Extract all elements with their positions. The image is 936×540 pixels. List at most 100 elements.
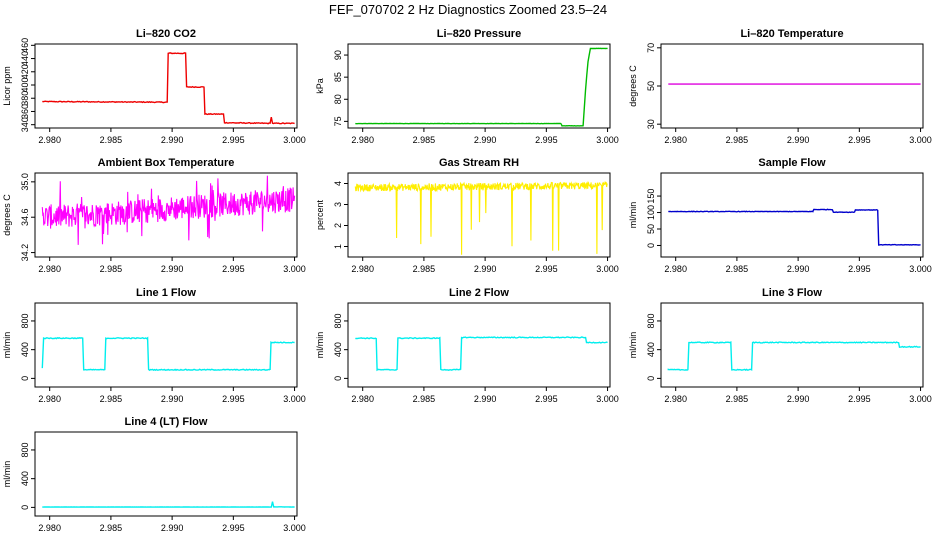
x-tick-label: 2.980 — [38, 523, 61, 533]
chart-panel: Li–820 Temperature 2.980 2.985 2.990 2.995 3.… — [628, 28, 932, 145]
y-tick-label: 80 — [333, 94, 343, 104]
series-line — [667, 341, 921, 371]
x-tick-label: 2.990 — [161, 523, 184, 533]
y-axis-label: ml/min — [628, 202, 638, 229]
x-tick-label: 2.985 — [413, 394, 436, 404]
y-tick-label: 70 — [646, 43, 656, 53]
y-axis-label: ml/min — [628, 332, 638, 359]
x-tick-label: 2.995 — [535, 135, 558, 145]
plot-frame — [34, 43, 298, 129]
chart-panel: Ambient Box Temperature 2.980 2.985 2.990 2.… — [2, 157, 306, 274]
x-tick-label: 3.000 — [283, 264, 306, 274]
y-tick-label: 400 — [20, 77, 30, 92]
x-tick-label: 2.995 — [222, 264, 245, 274]
y-axis-label: kPa — [315, 78, 325, 94]
y-tick-label: 150 — [646, 189, 656, 204]
x-tick-label: 2.995 — [222, 523, 245, 533]
plot-frame — [34, 302, 298, 388]
y-tick-label: 4 — [333, 181, 343, 186]
y-tick-label: 30 — [646, 119, 656, 129]
x-tick-label: 3.000 — [596, 394, 619, 404]
y-tick-label: 400 — [20, 471, 30, 486]
x-tick-label: 2.990 — [474, 264, 497, 274]
chart-panel: Line 4 (LT) Flow 2.980 2.985 2.990 2.995 3.00… — [2, 416, 306, 533]
x-tick-label: 2.995 — [222, 394, 245, 404]
x-tick-label: 2.990 — [787, 394, 810, 404]
y-tick-label: 800 — [20, 442, 30, 457]
y-tick-label: 100 — [646, 205, 656, 220]
chart-panel: Line 1 Flow 2.980 2.985 2.990 2.995 3.000 0 400… — [2, 287, 306, 404]
x-tick-label: 2.985 — [413, 264, 436, 274]
x-tick-label: 3.000 — [909, 135, 932, 145]
x-tick-label: 2.985 — [726, 264, 749, 274]
plot-frame — [660, 43, 924, 129]
series-line — [355, 336, 608, 372]
x-tick-label: 2.985 — [100, 264, 123, 274]
x-tick-label: 2.980 — [38, 135, 61, 145]
series-line — [42, 501, 295, 508]
chart-panel: Sample Flow 2.980 2.985 2.990 2.995 3.000 0 50 1… — [628, 157, 932, 274]
series-line — [355, 47, 608, 127]
y-tick-label: 800 — [646, 313, 656, 328]
chart-panel: Li–820 Pressure 2.980 2.985 2.990 2.995 3.000… — [315, 28, 619, 145]
y-tick-label: 85 — [333, 72, 343, 82]
x-tick-label: 3.000 — [596, 264, 619, 274]
y-tick-label: 380 — [20, 91, 30, 106]
y-tick-label: 340 — [20, 117, 30, 132]
y-tick-label: 50 — [646, 81, 656, 91]
x-tick-label: 2.985 — [100, 135, 123, 145]
y-axis-label: ml/min — [315, 332, 325, 359]
x-tick-label: 2.990 — [161, 394, 184, 404]
x-tick-label: 3.000 — [909, 394, 932, 404]
x-tick-label: 2.980 — [664, 264, 687, 274]
x-tick-label: 2.990 — [161, 135, 184, 145]
x-tick-label: 2.980 — [664, 135, 687, 145]
y-tick-label: 0 — [333, 376, 343, 381]
x-tick-label: 2.990 — [474, 394, 497, 404]
chart-panel: Line 3 Flow 2.980 2.985 2.990 2.995 3.000 0 400… — [628, 287, 932, 404]
x-tick-label: 2.995 — [848, 264, 871, 274]
x-tick-label: 3.000 — [283, 523, 306, 533]
x-tick-label: 2.980 — [38, 394, 61, 404]
chart-panel: Li–820 CO2 2.980 2.985 2.990 2.995 3.000 34036… — [2, 28, 306, 145]
x-tick-label: 2.990 — [787, 264, 810, 274]
x-tick-label: 3.000 — [909, 264, 932, 274]
x-tick-label: 2.980 — [351, 394, 374, 404]
y-tick-label: 800 — [333, 313, 343, 328]
y-axis-label: ml/min — [2, 332, 12, 359]
x-tick-label: 2.995 — [848, 135, 871, 145]
x-tick-label: 2.985 — [726, 135, 749, 145]
x-tick-label: 2.995 — [222, 135, 245, 145]
x-tick-label: 3.000 — [596, 135, 619, 145]
y-tick-label: 800 — [20, 313, 30, 328]
y-tick-label: 2 — [333, 223, 343, 228]
panel-title: Gas Stream RH — [439, 157, 519, 169]
series-line — [354, 180, 608, 255]
y-tick-label: 34.2 — [20, 244, 30, 262]
figure-title: FEF_070702 2 Hz Diagnostics Zoomed 23.5–… — [328, 2, 608, 17]
y-tick-label: 360 — [20, 104, 30, 119]
y-tick-label: 75 — [333, 116, 343, 126]
y-tick-label: 400 — [20, 342, 30, 357]
x-tick-label: 2.980 — [38, 264, 61, 274]
y-tick-label: 0 — [20, 376, 30, 381]
y-axis-label: degrees C — [2, 194, 12, 236]
y-tick-label: 400 — [333, 342, 343, 357]
y-tick-label: 440 — [20, 51, 30, 66]
panel-title: Line 3 Flow — [762, 287, 822, 299]
y-tick-label: 460 — [20, 38, 30, 53]
x-tick-label: 2.980 — [664, 394, 687, 404]
x-tick-label: 2.990 — [474, 135, 497, 145]
plot-frame — [34, 172, 298, 258]
chart-panel: Line 2 Flow 2.980 2.985 2.990 2.995 3.000 0 400… — [315, 287, 619, 404]
x-tick-label: 2.985 — [100, 394, 123, 404]
x-tick-label: 2.985 — [726, 394, 749, 404]
x-tick-label: 3.000 — [283, 394, 306, 404]
x-tick-label: 2.995 — [535, 264, 558, 274]
y-tick-label: 34.6 — [20, 208, 30, 226]
plot-frame — [660, 172, 924, 258]
y-tick-label: 0 — [20, 505, 30, 510]
plot-frame — [347, 302, 611, 388]
panel-title: Ambient Box Temperature — [98, 157, 235, 169]
